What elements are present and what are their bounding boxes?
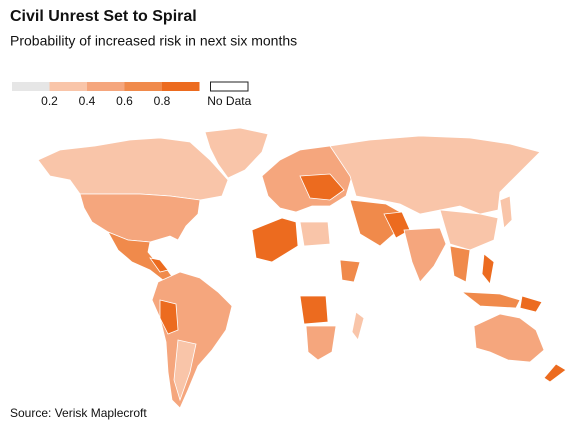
landmass [351, 311, 365, 341]
landmass [449, 245, 471, 283]
legend-label: No Data [207, 94, 251, 108]
legend-label: 0.2 [41, 94, 58, 108]
landmass [481, 253, 495, 285]
legend-swatch [12, 82, 50, 91]
source: Source: Verisk Maplecroft [10, 406, 147, 420]
landmass [173, 339, 197, 402]
legend-swatch [49, 82, 87, 91]
landmass [329, 135, 541, 215]
world-map [37, 127, 567, 409]
landmass [204, 127, 269, 179]
landmass [149, 257, 169, 273]
legend-swatch [124, 82, 162, 91]
landmass [460, 291, 521, 309]
title: Civil Unrest Set to Spiral [10, 8, 197, 25]
landmass [159, 299, 179, 335]
legend: 0.2 0.4 0.6 0.8 No Data [12, 81, 252, 108]
legend-label: 0.8 [154, 94, 171, 108]
landmass [339, 259, 361, 283]
landmass [299, 173, 345, 201]
landmass [151, 271, 233, 409]
landmass [499, 195, 513, 229]
legend-swatch [87, 82, 125, 91]
landmass [37, 137, 229, 201]
landmass [439, 209, 499, 251]
legend-swatch [162, 82, 200, 91]
landmass [305, 325, 337, 361]
legend-label: 0.4 [79, 94, 96, 108]
landmass [299, 221, 331, 247]
subtitle: Probability of increased risk in next si… [10, 33, 297, 49]
legend-swatch [210, 81, 249, 92]
landmass [543, 363, 567, 383]
landmass [251, 217, 299, 263]
landmass [299, 295, 329, 325]
landmass [519, 295, 543, 313]
legend-label: 0.6 [116, 94, 133, 108]
landmass [473, 313, 545, 363]
landmass [79, 193, 201, 243]
landmass [403, 227, 447, 283]
